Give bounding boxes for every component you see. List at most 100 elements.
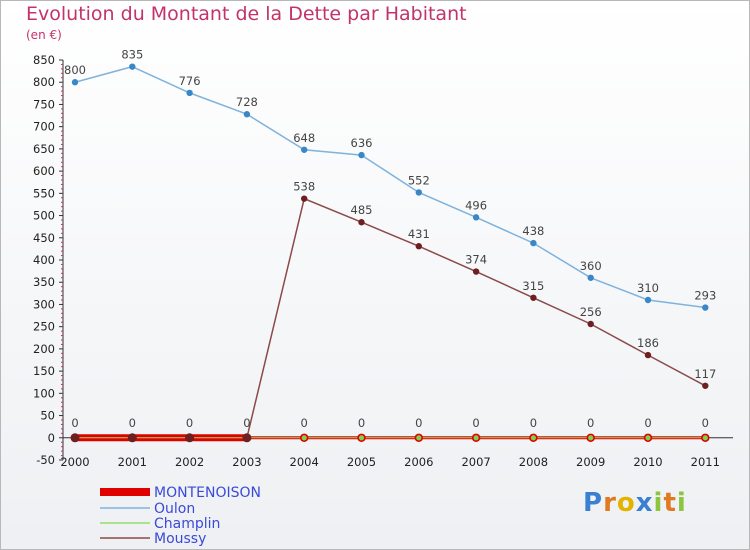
- point-oulon: [587, 274, 594, 281]
- point-moussy: [530, 294, 537, 301]
- y-tick-label: 800: [33, 75, 55, 89]
- point-moussy: [702, 382, 709, 389]
- data-label-zero: 0: [472, 416, 479, 430]
- y-tick-label: 150: [33, 364, 55, 378]
- point-oulon: [415, 189, 422, 196]
- y-tick-label: 100: [33, 386, 55, 400]
- y-tick-label: 850: [33, 53, 55, 67]
- point-champlin: [645, 435, 651, 441]
- data-label-zero: 0: [129, 416, 136, 430]
- logo-letter: t: [663, 488, 677, 518]
- point-moussy: [358, 219, 365, 226]
- data-label-moussy: 538: [293, 180, 315, 194]
- series-line-moussy: [75, 197, 706, 439]
- point-oulon: [186, 89, 193, 97]
- logo-letter: i: [676, 488, 687, 518]
- y-tick-label: 550: [33, 186, 55, 200]
- point-moussy: [242, 433, 252, 443]
- data-label-oulon: 835: [121, 48, 143, 62]
- data-label-oulon: 776: [179, 74, 201, 88]
- y-tick-label: 350: [33, 275, 55, 289]
- point-oulon: [530, 239, 537, 247]
- y-tick-label: 250: [33, 320, 55, 334]
- point-moussy: [587, 320, 594, 328]
- point-moussy: [644, 351, 652, 359]
- data-label-oulon: 438: [522, 224, 544, 238]
- y-tick-label: 300: [33, 297, 55, 311]
- data-label-moussy: 256: [580, 305, 602, 319]
- legend-label: Oulon: [154, 501, 195, 517]
- data-label-zero: 0: [415, 416, 422, 430]
- data-label-zero: 0: [644, 416, 651, 430]
- point-moussy: [70, 433, 80, 443]
- point-champlin: [702, 435, 708, 441]
- point-moussy: [301, 195, 308, 202]
- x-tick-label: 2004: [290, 455, 319, 469]
- data-label-moussy: 186: [637, 336, 659, 350]
- logo-letter: r: [603, 488, 617, 518]
- point-moussy: [185, 433, 195, 443]
- logo-letter: o: [616, 488, 636, 518]
- data-label-oulon: 636: [351, 136, 373, 150]
- data-label-moussy: 485: [351, 203, 373, 217]
- chart-title: Evolution du Montant de la Dette par Hab…: [26, 3, 467, 25]
- y-tick-label: 500: [33, 209, 55, 223]
- point-moussy: [472, 268, 480, 275]
- x-tick-label: 2001: [118, 455, 147, 469]
- y-tick-label: 50: [40, 409, 55, 423]
- data-label-zero: 0: [587, 416, 594, 430]
- data-label-zero: 0: [358, 416, 365, 430]
- x-tick-label: 2006: [404, 455, 433, 469]
- legend-label: MONTENOISON: [154, 485, 261, 501]
- data-label-moussy: 117: [694, 367, 716, 381]
- x-tick-label: 2005: [347, 455, 376, 469]
- data-label-zero: 0: [301, 416, 308, 430]
- data-label-moussy: 315: [522, 279, 544, 293]
- point-moussy: [415, 243, 422, 250]
- x-tick-label: 2002: [175, 455, 204, 469]
- point-oulon: [129, 63, 136, 70]
- y-tick-label: -50: [36, 453, 55, 467]
- point-champlin: [588, 435, 594, 441]
- data-label-zero: 0: [71, 416, 78, 430]
- y-tick-label: 700: [33, 120, 55, 134]
- legend-label: Champlin: [154, 516, 220, 532]
- x-tick-label: 2003: [232, 455, 261, 469]
- x-tick-label: 2009: [576, 455, 605, 469]
- point-oulon: [243, 111, 251, 118]
- axes: -50 0 50 100 150 200 250 300 350 400 450 500 550 600 6…: [33, 53, 733, 469]
- point-moussy: [127, 433, 137, 443]
- legend-label: Moussy: [154, 531, 206, 547]
- x-tick-label: 2000: [60, 455, 89, 469]
- data-label-oulon: 728: [236, 95, 258, 109]
- point-oulon: [472, 214, 480, 221]
- data-label-oulon: 552: [408, 173, 430, 187]
- data-label-zero: 0: [530, 416, 537, 430]
- x-tick-label: 2007: [461, 455, 490, 469]
- y-tick-label: 650: [33, 142, 55, 156]
- y-tick-label: 750: [33, 97, 55, 111]
- x-tick-label: 2011: [691, 455, 720, 469]
- data-label-zero: 0: [243, 416, 250, 430]
- data-label-zero: 0: [186, 416, 193, 430]
- logo-letter: P: [583, 488, 604, 518]
- point-oulon: [71, 79, 79, 86]
- proxiti-logo: Proxiti: [583, 488, 687, 518]
- data-label-oulon: 648: [293, 131, 315, 145]
- y-tick-label: 200: [33, 342, 55, 356]
- data-label-oulon: 310: [637, 281, 659, 295]
- data-label-moussy: 374: [465, 253, 487, 267]
- x-tick-label: 2010: [633, 455, 662, 469]
- point-champlin: [301, 435, 307, 441]
- point-oulon: [702, 304, 709, 311]
- data-label-zero: 0: [702, 416, 709, 430]
- point-champlin: [530, 435, 537, 441]
- point-oulon: [358, 151, 365, 159]
- point-champlin: [473, 435, 479, 441]
- y-tick-label: 450: [33, 231, 55, 245]
- data-label-moussy: 431: [408, 227, 430, 241]
- logo-letter: x: [635, 488, 654, 518]
